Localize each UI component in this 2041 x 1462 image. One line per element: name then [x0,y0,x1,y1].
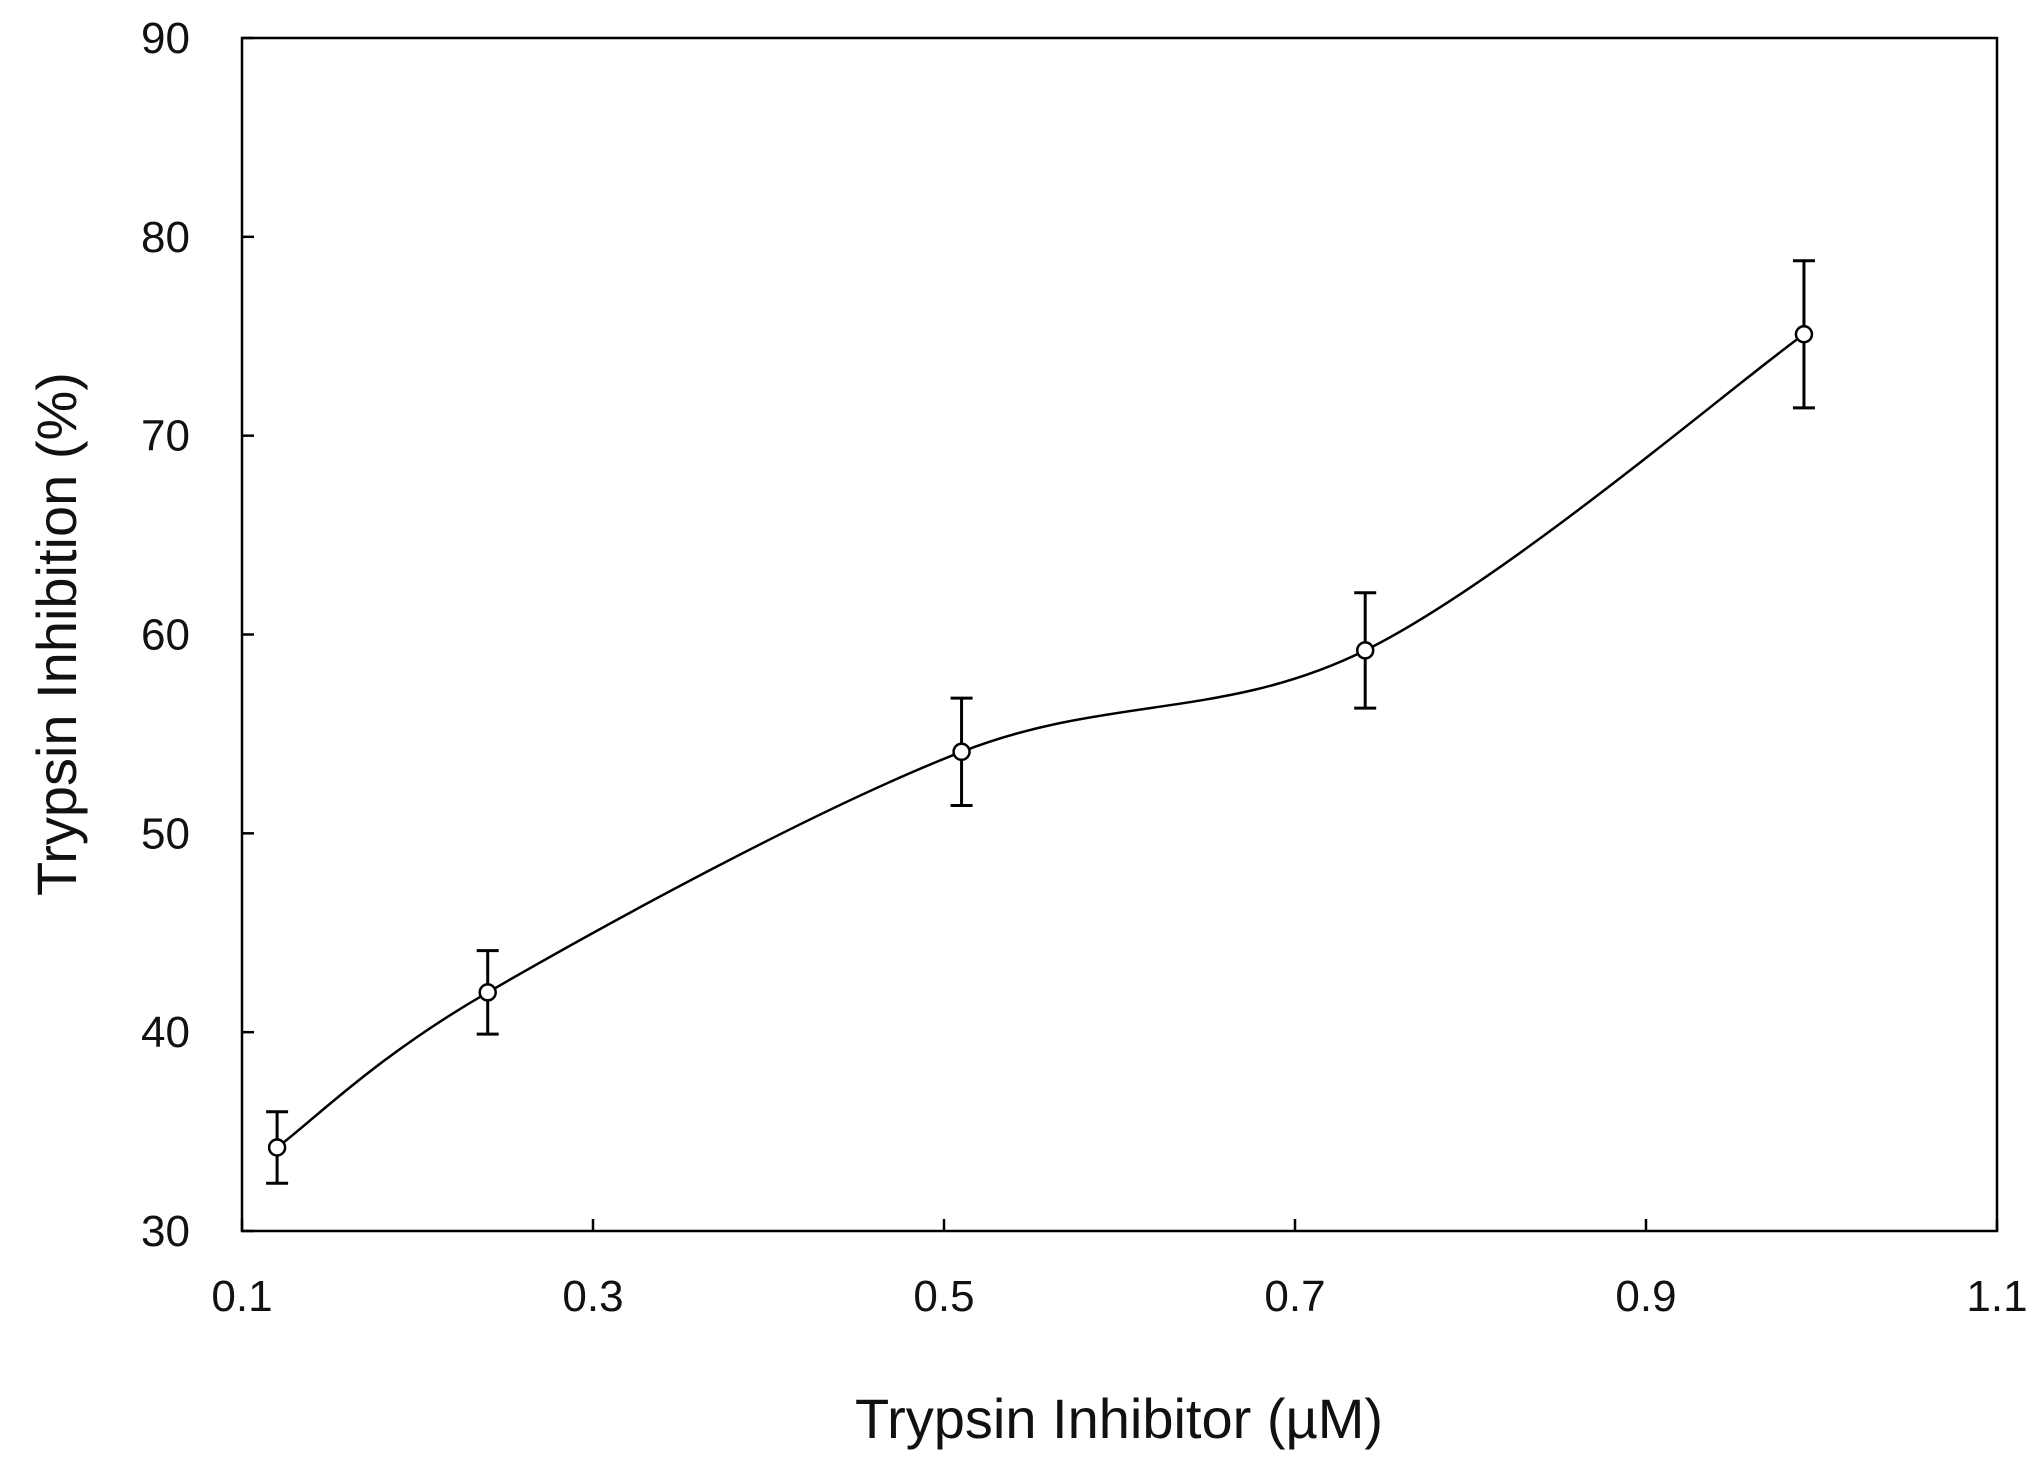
x-tick-label: 1.1 [1966,1272,2027,1321]
y-tick-label: 60 [141,611,190,660]
data-point [267,1138,287,1157]
series-layer [266,259,1815,1185]
x-tick-label: 0.1 [211,1272,272,1321]
y-tick-label: 70 [141,412,190,461]
y-tick-label: 30 [141,1207,190,1256]
x-tick-label: 0.5 [913,1272,974,1321]
y-tick-label: 80 [141,213,190,262]
y-tick-label: 90 [141,14,190,63]
data-point [1794,325,1814,344]
y-axis-ticks: 30 40 50 60 70 80 90 [141,14,254,1256]
plot-frame [240,36,1999,1233]
y-axis-title: Trypsin Inhibition (%) [25,372,88,896]
series-line [276,333,1805,1149]
y-tick-label: 50 [141,809,190,858]
data-point [478,983,497,1002]
data-point [952,742,971,762]
y-tick-label: 40 [141,1008,190,1057]
data-point [1355,641,1375,660]
x-tick-label: 0.3 [562,1272,623,1321]
x-axis-title: Trypsin Inhibitor (µM) [855,1387,1383,1450]
x-tick-label: 0.7 [1264,1272,1325,1321]
x-tick-label: 0.9 [1615,1272,1676,1321]
x-axis-ticks: 0.1 0.3 0.5 0.7 0.9 1.1 [211,1219,2028,1321]
